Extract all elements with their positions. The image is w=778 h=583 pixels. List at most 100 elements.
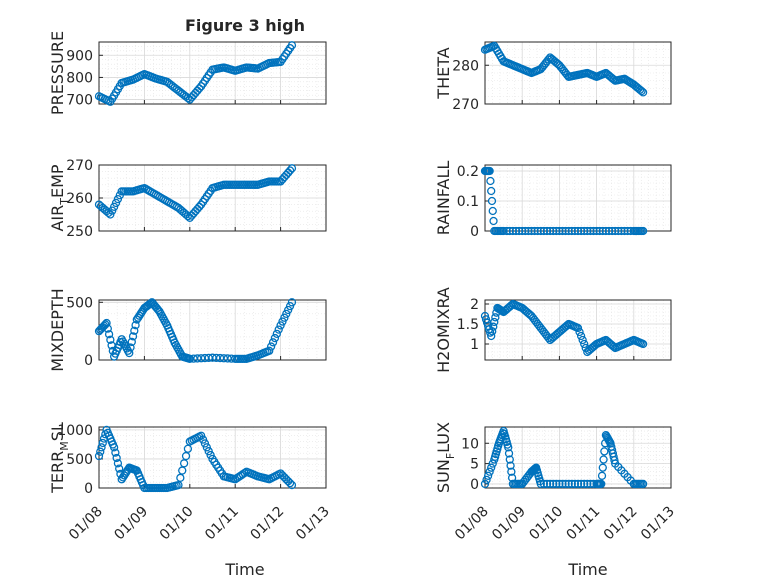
- data-point: [555, 226, 564, 236]
- data-point: [533, 226, 542, 236]
- data-point: [545, 479, 555, 489]
- data-point: [489, 322, 498, 331]
- data-point: [487, 331, 496, 341]
- data-point: [586, 226, 595, 236]
- data-point: [178, 466, 187, 475]
- data-point: [504, 449, 514, 458]
- y-tick-label: 250: [66, 224, 93, 240]
- x-tick-label: 01/09: [489, 504, 529, 544]
- x-tick-label: 01/12: [248, 504, 288, 544]
- data-point: [638, 479, 648, 489]
- data-point: [108, 206, 117, 215]
- y-tick-label: 0.1: [457, 194, 479, 210]
- data-point: [112, 453, 121, 463]
- x-tick-label: 01/09: [111, 504, 151, 544]
- data-point: [549, 479, 558, 489]
- figure-title: Figure 3 high: [185, 16, 305, 35]
- data-point: [598, 226, 607, 236]
- y-tick-label: 2: [470, 297, 479, 313]
- data-point: [545, 226, 555, 236]
- data-point: [486, 176, 495, 186]
- data-point: [278, 317, 287, 326]
- data-point: [614, 226, 623, 236]
- data-point: [130, 326, 139, 335]
- data-point: [637, 86, 646, 96]
- y-tick-label: 700: [66, 93, 93, 109]
- data-point: [555, 479, 564, 489]
- data-point: [115, 464, 124, 473]
- x-tick-label: 01/08: [66, 504, 106, 544]
- data-point: [485, 166, 494, 176]
- y-axis-label: THETA: [434, 47, 453, 99]
- data-point: [126, 343, 135, 352]
- data-point: [489, 216, 498, 226]
- y-tick-label: 1.5: [457, 317, 479, 333]
- data-point: [285, 479, 295, 488]
- data-point: [573, 323, 583, 333]
- data-point: [524, 226, 533, 236]
- data-point: [284, 305, 293, 315]
- data-point: [536, 479, 545, 489]
- data-point: [287, 298, 297, 307]
- y-tick-label: 1000: [57, 423, 93, 439]
- data-point: [597, 471, 607, 480]
- data-point: [198, 435, 208, 444]
- data-point: [265, 346, 274, 355]
- data-point: [274, 325, 283, 334]
- data-point: [103, 324, 112, 333]
- y-axis-label: SUNFLUX: [434, 422, 457, 493]
- data-point: [487, 186, 496, 196]
- data-point: [638, 226, 648, 236]
- data-point: [539, 479, 549, 489]
- y-axis-label: TERRMSL: [48, 422, 71, 494]
- data-point: [196, 431, 206, 440]
- data-point: [600, 447, 609, 456]
- y-axis-label: H2OMIXRA: [434, 287, 453, 373]
- data-point: [287, 164, 297, 173]
- data-point: [539, 226, 549, 236]
- axes-box: [98, 299, 327, 361]
- y-tick-label: 5: [470, 457, 479, 473]
- data-point: [580, 226, 589, 236]
- data-point: [578, 335, 587, 345]
- data-point: [552, 226, 561, 236]
- data-point: [128, 332, 138, 341]
- data-point: [589, 226, 598, 236]
- data-point: [97, 443, 106, 452]
- y-tick-label: 0.2: [457, 164, 479, 180]
- data-point: [552, 479, 561, 489]
- data-point: [287, 41, 297, 50]
- y-tick-label: 1: [470, 337, 479, 353]
- y-tick-label: 0: [470, 224, 479, 240]
- data-point: [109, 202, 119, 211]
- data-point: [287, 480, 297, 490]
- data-point: [536, 226, 545, 236]
- data-point: [623, 226, 632, 236]
- data-point: [102, 318, 111, 328]
- data-point: [282, 309, 291, 318]
- data-point: [499, 226, 508, 236]
- y-tick-label: 0: [470, 477, 479, 493]
- data-point: [104, 330, 114, 339]
- y-tick-label: 800: [66, 70, 93, 86]
- y-tick-label: 260: [66, 191, 93, 207]
- data-point: [564, 479, 573, 489]
- data-point: [183, 444, 193, 453]
- data-point: [505, 455, 514, 464]
- data-point: [542, 479, 552, 489]
- y-tick-label: 0: [84, 353, 93, 369]
- data-point: [109, 443, 119, 452]
- data-point: [576, 331, 586, 341]
- data-point: [530, 226, 539, 236]
- data-point: [598, 463, 607, 472]
- data-point: [113, 459, 123, 468]
- data-point: [111, 198, 121, 208]
- data-point: [567, 226, 576, 236]
- data-point: [604, 226, 614, 236]
- y-tick-label: 10: [461, 436, 479, 452]
- data-point: [200, 439, 210, 448]
- x-tick-label: 01/12: [601, 504, 641, 544]
